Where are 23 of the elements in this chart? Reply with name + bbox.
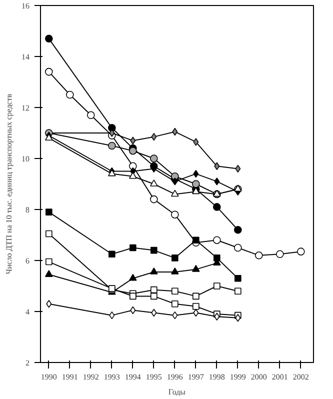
y-tick-label: 6 <box>26 256 30 266</box>
x-tick-label: 1992 <box>82 372 99 382</box>
y-tick-label: 10 <box>22 154 30 164</box>
x-tick-label: 2001 <box>272 372 288 382</box>
x-tick-label: 1997 <box>188 372 204 382</box>
x-axis-title: Годы <box>168 388 186 396</box>
x-tick-label: 1995 <box>146 372 162 382</box>
x-tick-label: 1994 <box>124 372 141 382</box>
y-tick-label: 2 <box>26 358 30 368</box>
y-tick-label: 4 <box>26 308 30 316</box>
x-tick-label: 2002 <box>292 372 309 382</box>
y-axis-title: Число ДТП на 10 тыс. единиц транспортных средств <box>4 94 14 274</box>
x-tick-label: 1990 <box>40 372 57 382</box>
x-tick-label: 1991 <box>62 372 78 382</box>
y-tick-label: 12 <box>22 104 30 112</box>
x-tick-label: 1993 <box>104 372 120 382</box>
x-tick-label: 1996 <box>166 372 183 382</box>
x-tick-label: 1998 <box>208 372 225 382</box>
y-tick-label: 16 <box>22 2 30 10</box>
x-tick-label: 2000 <box>250 372 267 382</box>
x-tick-label: 1999 <box>230 372 246 382</box>
y-tick-label: 14 <box>22 52 30 62</box>
y-tick-label: 8 <box>26 206 30 214</box>
